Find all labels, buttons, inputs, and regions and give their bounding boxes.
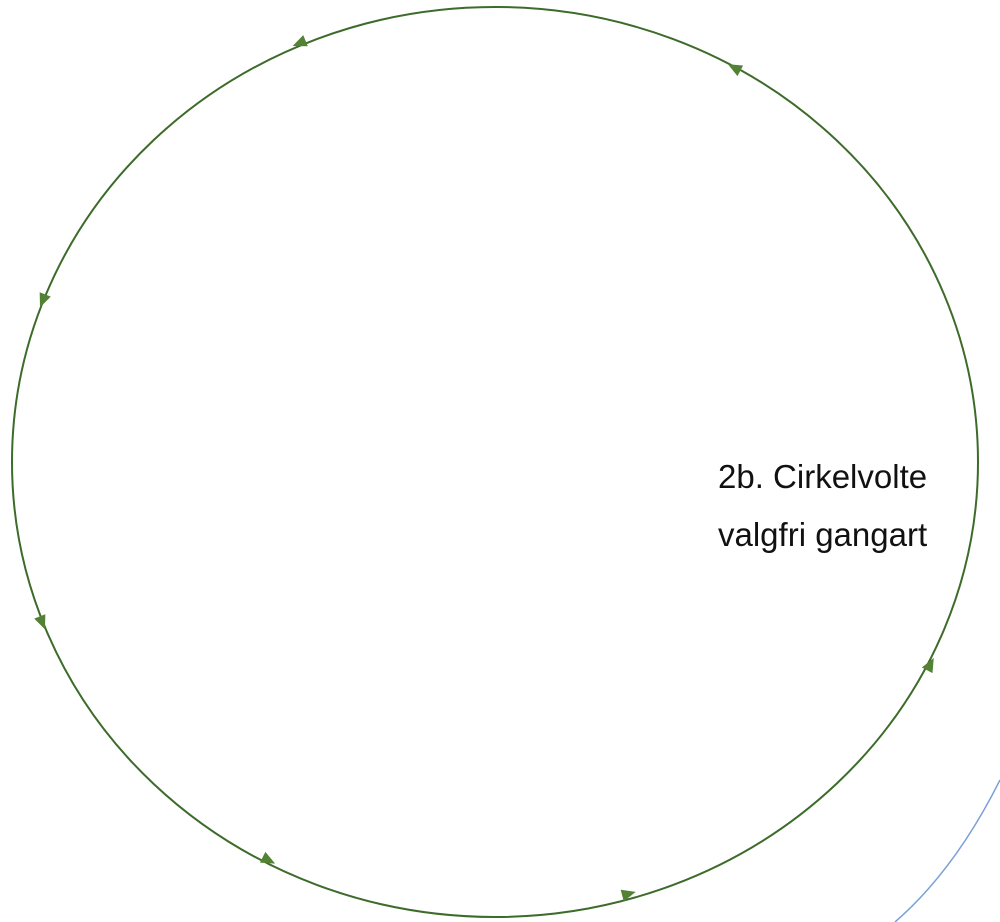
arrowhead <box>620 889 636 902</box>
arrowheads <box>34 35 934 902</box>
arrowhead <box>727 64 744 77</box>
label-line: valgfri gangart <box>718 516 927 553</box>
label-line: 2b. Cirkelvolte <box>718 458 927 495</box>
arrowhead <box>259 851 276 864</box>
arrowhead <box>292 35 308 47</box>
arrowhead <box>39 292 51 308</box>
circle-path <box>11 6 979 918</box>
arrowhead <box>921 657 934 674</box>
arrowhead <box>34 614 46 630</box>
blue-curve <box>894 779 1000 922</box>
